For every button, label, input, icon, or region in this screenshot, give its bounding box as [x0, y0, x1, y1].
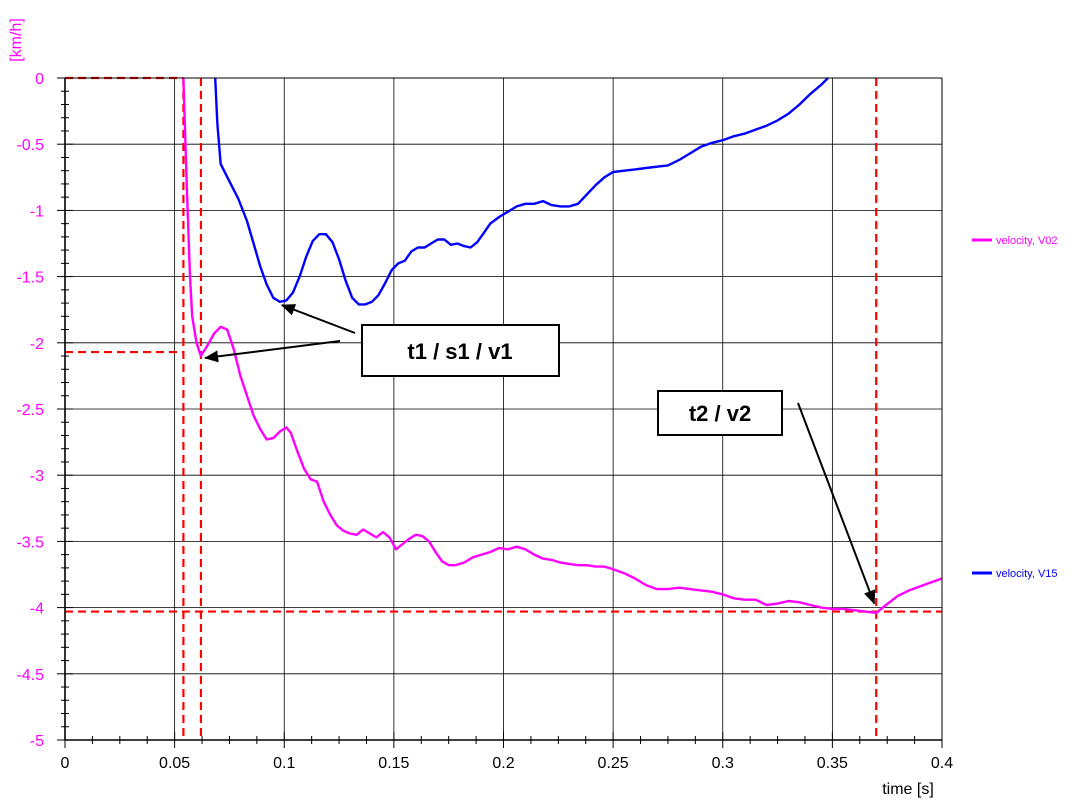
x-tick-label-1: 0.05: [159, 755, 190, 772]
x-tick-label-6: 0.3: [712, 755, 734, 772]
tick-labels: 0 -0.5 -1 -1.5 -2 -2.5 -3 -3.5 -4 -4.5 -5 0 0.05 0.1 0…: [8, 18, 953, 798]
annotations: t1 / s1 / v1 t2 / v2: [204, 304, 876, 605]
x-tick-label-5: 0.25: [598, 755, 629, 772]
x-axis-label: time [s]: [882, 781, 934, 798]
legend-label-1: velocity, V15: [996, 568, 1058, 580]
callout-box-t2-v2: [657, 390, 783, 436]
legend: velocity, V02 velocity, V15: [972, 235, 1058, 580]
y-tick-label-10: -5: [30, 733, 44, 750]
y-tick-label-1: -0.5: [16, 137, 44, 154]
series-line-0: [182, 77, 943, 615]
y-tick-label-2: -1: [30, 203, 44, 220]
series-line-1: [214, 77, 829, 306]
grid: [65, 77, 943, 740]
callout-arrow-t2-0: [797, 402, 876, 605]
y-tick-label-9: -4.5: [16, 667, 44, 684]
series-group: [182, 77, 943, 615]
x-tick-label-0: 0: [61, 755, 70, 772]
callout-arrow-t1-0: [280, 304, 356, 334]
callout-arrow-t1-1: [204, 340, 341, 363]
callout-label-t2-v2: t2 / v2: [689, 401, 751, 426]
x-tick-label-8: 0.4: [931, 755, 953, 772]
y-tick-label-4: -2: [30, 336, 44, 353]
callout-label-t1-s1-v1: t1 / s1 / v1: [407, 339, 512, 364]
y-tick-label-6: -3: [30, 468, 44, 485]
x-tick-label-4: 0.2: [492, 755, 514, 772]
x-tick-label-3: 0.15: [378, 755, 409, 772]
y-tick-label-7: -3.5: [16, 534, 44, 551]
x-tick-label-7: 0.35: [817, 755, 848, 772]
legend-label-0: velocity, V02: [996, 235, 1058, 247]
axes: [57, 77, 943, 748]
x-tick-label-2: 0.1: [273, 755, 295, 772]
y-tick-label-0: 0: [35, 71, 44, 88]
y-axis-label: [km/h]: [8, 18, 25, 62]
y-tick-label-5: -2.5: [16, 402, 44, 419]
y-tick-label-3: -1.5: [16, 270, 44, 287]
y-tick-label-8: -4: [30, 601, 44, 618]
callout-box-t1-s1-v1: [361, 324, 560, 377]
